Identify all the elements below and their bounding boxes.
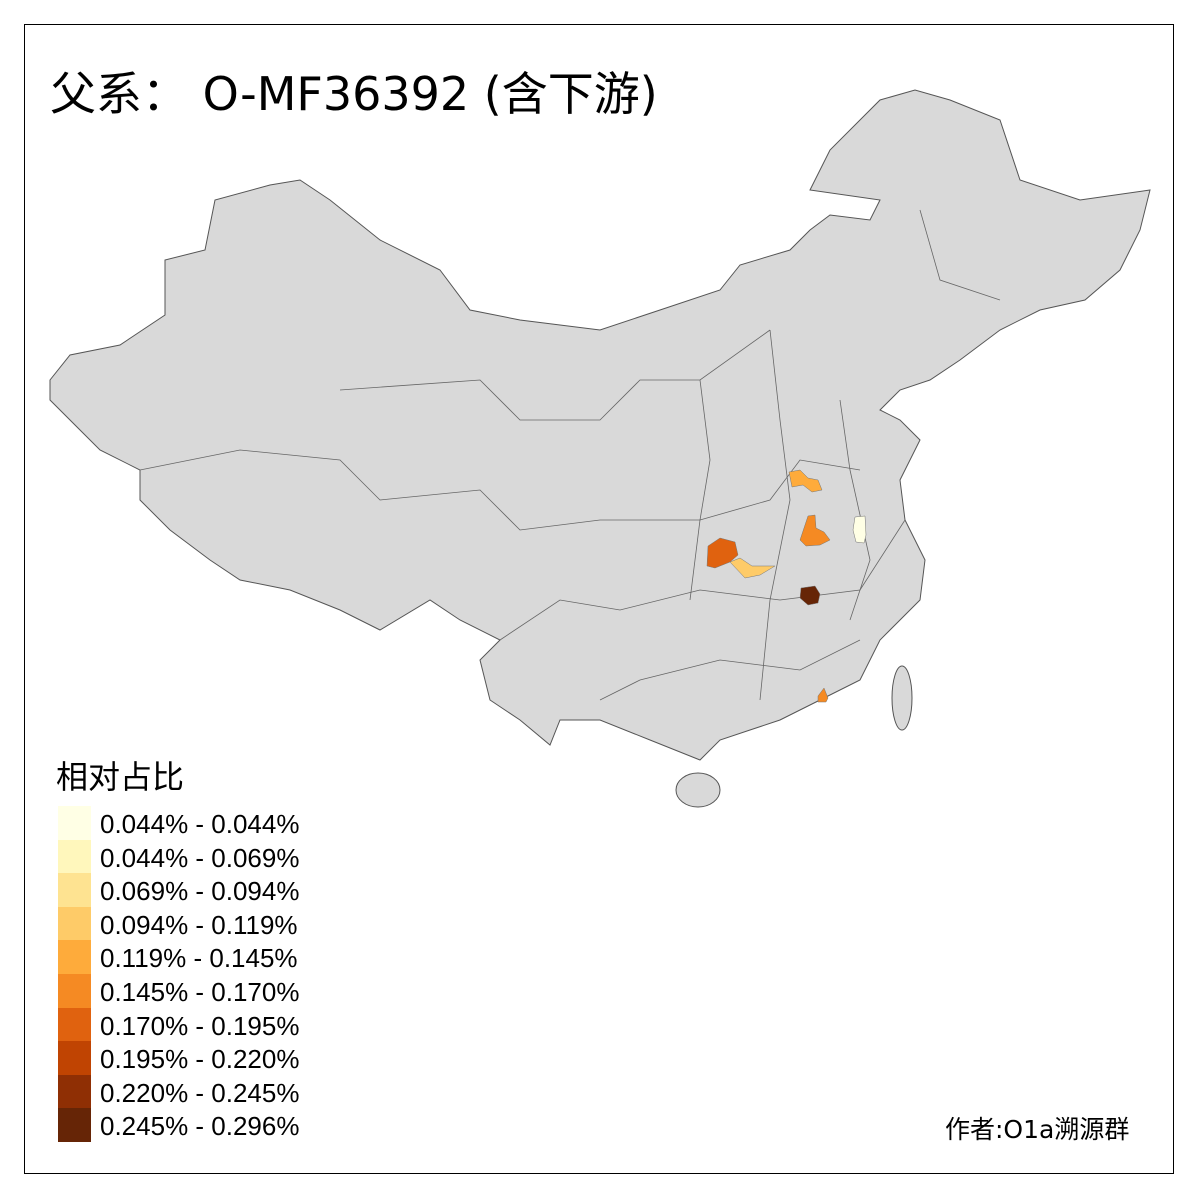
legend-item: 0.195% - 0.220% xyxy=(58,1041,358,1075)
legend-item: 0.145% - 0.170% xyxy=(58,974,358,1008)
highlighted-region xyxy=(799,514,831,547)
legend-item: 0.119% - 0.145% xyxy=(58,940,358,974)
legend-item: 0.044% - 0.044% xyxy=(58,806,358,840)
hainan-island xyxy=(675,772,721,808)
highlighted-region xyxy=(706,537,739,569)
legend-item: 0.245% - 0.296% xyxy=(58,1108,358,1142)
legend-swatch xyxy=(58,1007,91,1042)
legend-title: 相对占比 xyxy=(56,758,185,796)
legend-swatch xyxy=(58,1074,91,1109)
legend-swatch xyxy=(58,974,91,1008)
legend-label: 0.220% - 0.245% xyxy=(100,1077,300,1108)
legend-label: 0.170% - 0.195% xyxy=(100,1010,300,1041)
legend-swatch xyxy=(58,806,91,840)
legend-item: 0.094% - 0.119% xyxy=(58,906,358,941)
map-frame xyxy=(24,24,1174,1174)
legend-label: 0.069% - 0.094% xyxy=(100,876,300,907)
legend-label: 0.245% - 0.296% xyxy=(100,1111,300,1142)
highlighted-region xyxy=(729,557,776,579)
legend-swatch xyxy=(58,1108,91,1142)
legend-item: 0.044% - 0.069% xyxy=(58,839,358,874)
legend-label: 0.044% - 0.044% xyxy=(100,809,300,839)
highlighted-region xyxy=(788,469,823,493)
legend-swatch xyxy=(58,1041,91,1075)
legend-item: 0.069% - 0.094% xyxy=(58,873,358,907)
author-credit: 作者:O1a溯源群 xyxy=(945,1115,1130,1144)
highlighted-region xyxy=(817,687,829,703)
legend-swatch xyxy=(58,940,91,974)
map-title: 父系： O-MF36392 (含下游) xyxy=(50,67,658,121)
legend-item: 0.170% - 0.195% xyxy=(58,1007,358,1042)
legend-swatch xyxy=(58,873,91,907)
legend-item: 0.220% - 0.245% xyxy=(58,1074,358,1109)
highlighted-region xyxy=(799,585,821,606)
legend-label: 0.119% - 0.145% xyxy=(100,943,298,974)
legend-label: 0.044% - 0.069% xyxy=(100,842,300,873)
legend-swatch xyxy=(58,906,91,941)
highlighted-region xyxy=(852,515,867,544)
taiwan-island xyxy=(891,665,913,731)
legend-label: 0.094% - 0.119% xyxy=(100,909,298,940)
legend-swatch xyxy=(58,839,91,874)
china-outline xyxy=(49,89,1151,761)
legend-label: 0.195% - 0.220% xyxy=(100,1044,300,1075)
legend-label: 0.145% - 0.170% xyxy=(100,977,300,1007)
province-borders xyxy=(139,209,1001,701)
